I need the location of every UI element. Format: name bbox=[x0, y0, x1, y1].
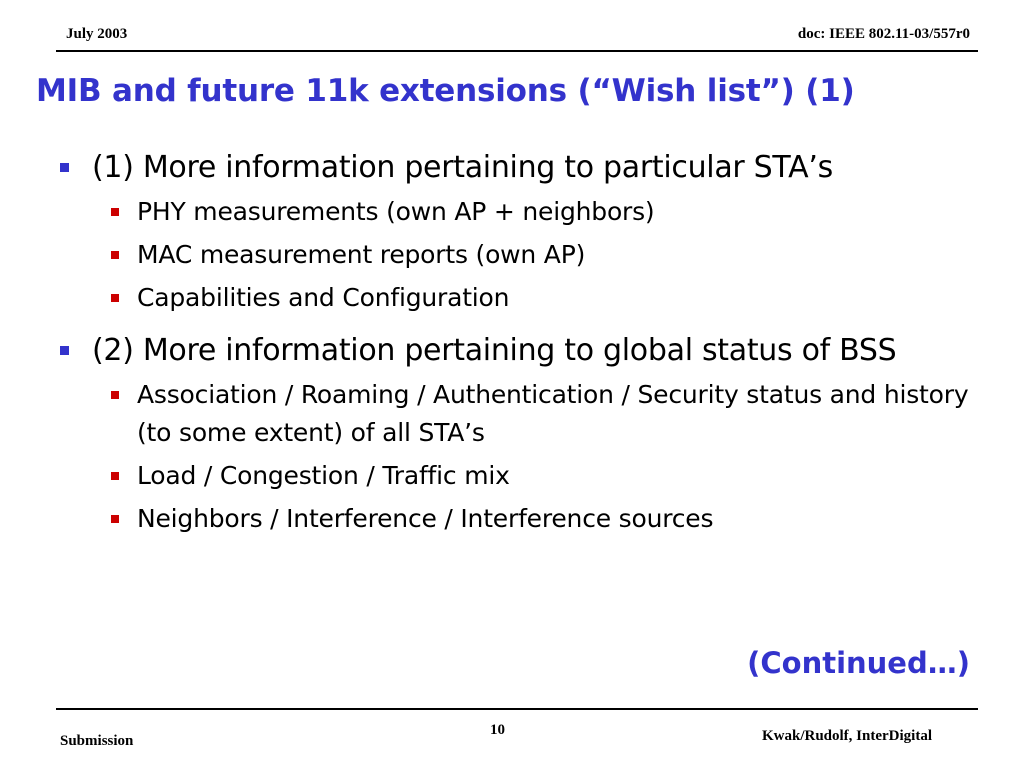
footer-submission: Submission bbox=[60, 733, 134, 749]
square-bullet-icon bbox=[60, 346, 69, 355]
bullet-1-text: (1) More information pertaining to parti… bbox=[92, 150, 833, 185]
sub-bullet-text: Load / Congestion / Traffic mix bbox=[137, 461, 510, 490]
square-bullet-icon bbox=[60, 163, 69, 172]
sub-bullet-1-1: PHY measurements (own AP + neighbors) bbox=[56, 193, 986, 231]
footer-authors: Kwak/Rudolf, InterDigital bbox=[761, 728, 932, 744]
sub-bullet-2-1: Association / Roaming / Authentication /… bbox=[56, 376, 986, 452]
bullet-2: (2) More information pertaining to globa… bbox=[56, 331, 986, 371]
square-bullet-icon bbox=[111, 294, 119, 302]
header-doc-id: doc: IEEE 802.11-03/557r0 bbox=[797, 26, 970, 42]
sub-bullet-2-2: Load / Congestion / Traffic mix bbox=[56, 457, 986, 495]
sub-bullet-1-2: MAC measurement reports (own AP) bbox=[56, 236, 986, 274]
header-rule bbox=[56, 50, 978, 52]
square-bullet-icon bbox=[111, 515, 119, 523]
continued-note: (Continued…) bbox=[747, 646, 970, 680]
square-bullet-icon bbox=[111, 472, 119, 480]
bullet-1: (1) More information pertaining to parti… bbox=[56, 148, 986, 188]
sub-bullet-1-3: Capabilities and Configuration bbox=[56, 279, 986, 317]
footer-rule bbox=[56, 708, 978, 710]
sub-bullet-text: PHY measurements (own AP + neighbors) bbox=[137, 197, 655, 226]
sub-bullet-text: Neighbors / Interference / Interference … bbox=[137, 504, 714, 533]
header-date: July 2003 bbox=[66, 26, 128, 42]
sub-bullet-text: MAC measurement reports (own AP) bbox=[137, 240, 586, 269]
sub-bullet-text: Association / Roaming / Authentication /… bbox=[137, 380, 969, 447]
square-bullet-icon bbox=[111, 391, 119, 399]
slide-title: MIB and future 11k extensions (“Wish lis… bbox=[36, 73, 855, 109]
page-number: 10 bbox=[490, 722, 505, 738]
square-bullet-icon bbox=[111, 251, 119, 259]
slide-body: (1) More information pertaining to parti… bbox=[56, 140, 986, 538]
bullet-2-text: (2) More information pertaining to globa… bbox=[92, 333, 897, 368]
sub-bullet-2-3: Neighbors / Interference / Interference … bbox=[56, 500, 986, 538]
sub-bullet-text: Capabilities and Configuration bbox=[137, 283, 510, 312]
square-bullet-icon bbox=[111, 208, 119, 216]
